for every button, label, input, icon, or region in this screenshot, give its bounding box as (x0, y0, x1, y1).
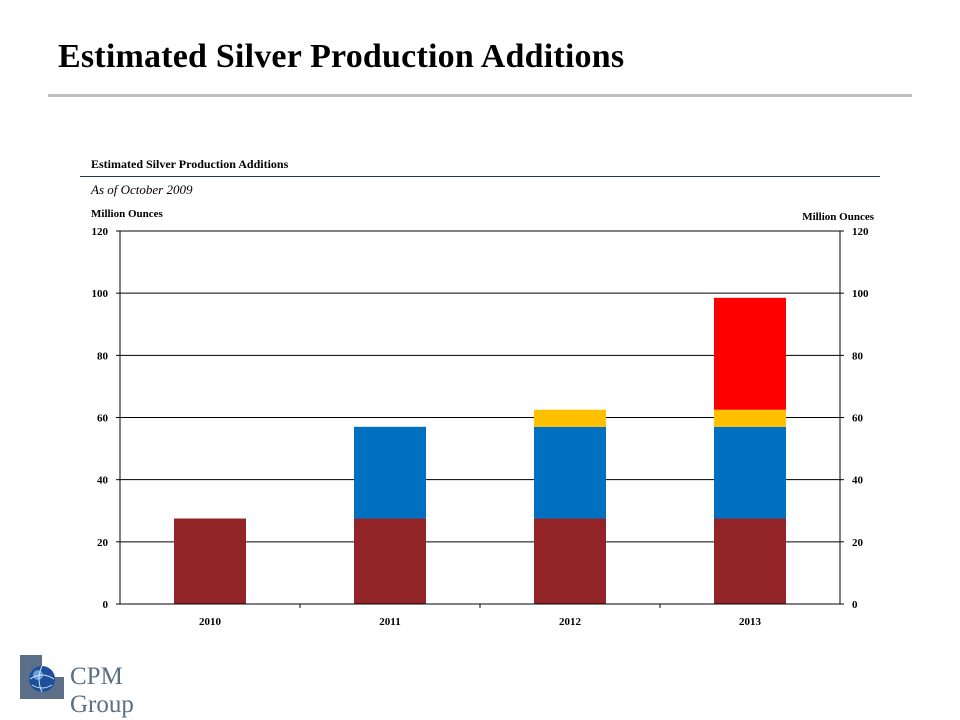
logo-text: CPM Group (70, 663, 134, 718)
y-tick-label-right: 0 (852, 599, 858, 611)
bar-segment-2013-series-1 (714, 518, 786, 604)
y-tick-label-left: 40 (97, 475, 109, 487)
bar-segment-2012-series-2 (534, 426, 606, 519)
y-tick-label-left: 100 (92, 288, 109, 300)
bar-segment-2010-series-1 (174, 518, 246, 604)
title-divider (48, 94, 912, 97)
bar-segment-2012-series-1 (534, 518, 606, 604)
y-tick-label-right: 40 (852, 475, 864, 487)
y-tick-label-left: 0 (103, 599, 109, 611)
y-tick-label-left: 120 (92, 226, 109, 238)
chart-title: Estimated Silver Production Additions (91, 157, 289, 171)
x-tick-label: 2012 (559, 616, 582, 628)
y-tick-label-right: 100 (852, 288, 869, 300)
bar-segment-2011-series-2 (354, 426, 426, 519)
y-tick-label-right: 60 (852, 413, 864, 425)
x-tick-label: 2013 (739, 616, 762, 628)
bar-segment-2011-series-1 (354, 518, 426, 604)
y-tick-label-right: 20 (852, 537, 864, 549)
bar-segment-2013-series-3 (714, 409, 786, 427)
y-tick-label-left: 80 (97, 350, 109, 362)
bar-segment-2013-series-4 (714, 297, 786, 410)
chart-subtitle: As of October 2009 (91, 182, 193, 197)
y-tick-label-right: 80 (852, 350, 864, 362)
bar-segment-2013-series-2 (714, 426, 786, 519)
chart-title-divider (80, 176, 880, 177)
company-logo: CPM Group (20, 655, 190, 718)
y-tick-label-left: 60 (97, 413, 109, 425)
y-tick-label-right: 120 (852, 226, 869, 238)
x-tick-label: 2010 (199, 616, 222, 628)
globe-icon (20, 655, 64, 699)
y-axis-label-left: Million Ounces (91, 208, 164, 220)
y-tick-label-left: 20 (97, 537, 109, 549)
slide-title: Estimated Silver Production Additions (58, 38, 625, 75)
y-axis-label-right: Million Ounces (802, 211, 875, 223)
x-tick-label: 2011 (379, 616, 400, 628)
bar-segment-2012-series-3 (534, 409, 606, 427)
